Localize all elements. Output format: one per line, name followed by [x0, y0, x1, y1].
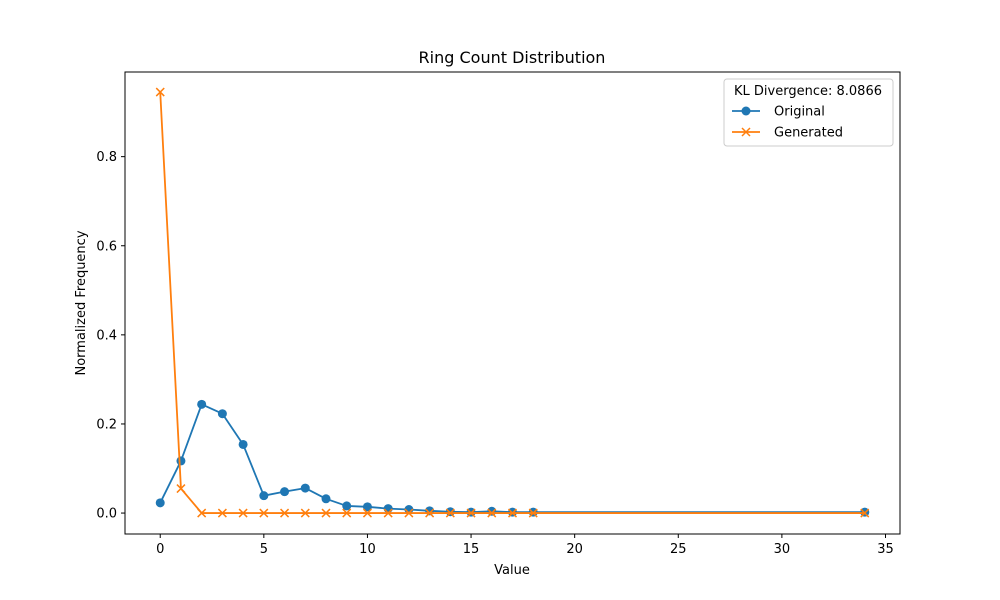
x-axis: 0 5 10 15 20 25 30 35 — [156, 534, 894, 557]
data-point — [176, 456, 186, 466]
data-point — [425, 508, 435, 518]
legend-entry: Original — [732, 105, 825, 120]
y-axis: 0.0 0.2 0.4 0.6 0.8 — [96, 150, 125, 522]
data-point — [383, 504, 393, 514]
chart-title: Ring Count Distribution — [419, 48, 606, 67]
data-point — [321, 494, 331, 504]
data-point — [300, 483, 310, 493]
legend-marker — [741, 106, 751, 116]
y-tick-label: 0.6 — [96, 239, 117, 254]
legend-label: Generated — [774, 126, 843, 141]
x-tick-label: 35 — [877, 542, 894, 557]
series-line — [159, 92, 865, 514]
plot-frame — [124, 71, 901, 535]
data-point — [155, 498, 165, 508]
data-point — [280, 508, 290, 518]
x-tick-label: 30 — [774, 542, 791, 557]
data-point — [280, 487, 290, 497]
data-point — [362, 508, 372, 518]
legend-title: KL Divergence: 8.0866 — [734, 84, 882, 99]
data-point — [342, 508, 352, 518]
data-point — [300, 508, 310, 518]
series-original — [155, 399, 870, 517]
legend-box — [723, 78, 894, 147]
data-point — [217, 409, 227, 419]
data-point — [155, 87, 165, 97]
data-point — [197, 399, 207, 409]
series-generated — [155, 87, 870, 518]
data-point — [404, 508, 414, 518]
data-point — [217, 508, 227, 518]
data-point — [860, 508, 870, 518]
x-tick-label: 15 — [463, 542, 480, 557]
data-point — [487, 508, 497, 518]
y-tick-label: 0.2 — [96, 417, 117, 432]
legend-entry: Generated — [732, 126, 843, 141]
data-point — [176, 484, 186, 494]
x-tick-label: 25 — [670, 542, 687, 557]
data-point — [362, 502, 372, 512]
legend-entries: Original Generated — [732, 105, 843, 141]
data-point — [259, 491, 269, 501]
series-layer — [155, 87, 870, 518]
data-point — [383, 508, 393, 518]
y-tick-label: 0.8 — [96, 150, 117, 165]
y-tick-label: 0.0 — [96, 507, 117, 522]
x-tick-label: 0 — [156, 542, 164, 557]
x-tick-label: 10 — [359, 542, 376, 557]
x-tick-label: 20 — [566, 542, 583, 557]
data-point — [445, 508, 455, 518]
data-point — [342, 501, 352, 511]
legend-label: Original — [774, 105, 825, 120]
x-axis-label: Value — [494, 563, 530, 578]
x-tick-label: 5 — [260, 542, 268, 557]
legend-marker — [741, 127, 751, 137]
y-axis-label: Normalized Frequency — [74, 230, 89, 375]
data-point — [321, 508, 331, 518]
data-point — [487, 506, 497, 516]
data-point — [238, 439, 248, 449]
y-tick-label: 0.4 — [96, 328, 117, 343]
data-point — [197, 508, 207, 518]
data-point — [445, 507, 455, 517]
data-point — [507, 508, 518, 518]
data-point — [259, 508, 269, 518]
data-point — [238, 508, 248, 518]
data-point — [528, 508, 538, 518]
legend: KL Divergence: 8.0866 Original Generated — [723, 78, 894, 147]
data-point — [466, 508, 476, 518]
